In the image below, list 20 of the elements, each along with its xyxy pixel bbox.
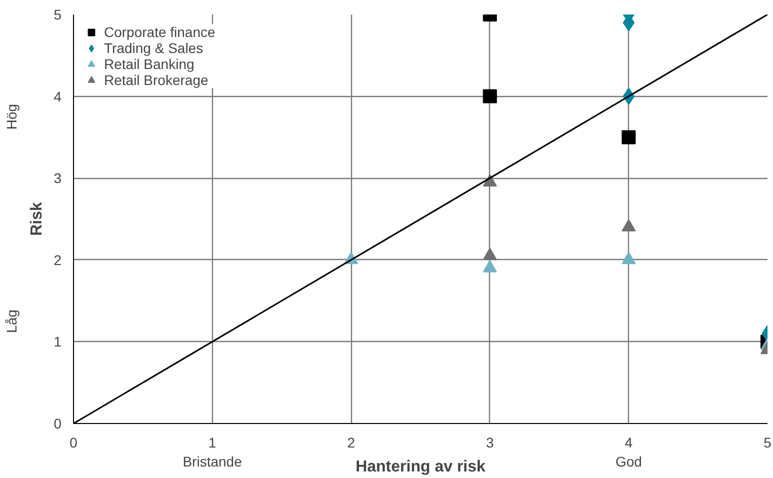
x-tick-label: 3 <box>486 434 494 450</box>
x-tick-label: 5 <box>764 434 772 450</box>
x-tick-label: 4 God <box>615 434 642 470</box>
legend-label: Retail Brokerage <box>104 72 208 88</box>
y-tick-label: 1 <box>54 334 62 350</box>
text: Hög <box>4 104 20 130</box>
y-tick-label: 3 <box>54 170 62 186</box>
x-tick-label: 2 <box>347 434 356 450</box>
y-tick-label: 5 <box>54 6 62 22</box>
x-axis-title: Hantering av risk <box>356 458 486 476</box>
legend-label: Retail Banking <box>104 56 194 72</box>
y-tick-label: 4 <box>54 88 62 104</box>
legend-label: Corporate finance <box>104 24 216 40</box>
legend-label: Trading & Sales <box>104 40 204 56</box>
y-axis-title: Risk <box>28 202 46 236</box>
y-tick-label: 2 <box>54 252 62 268</box>
text: Låg <box>4 310 20 333</box>
x-tick-label: 1 Bristande <box>182 434 242 470</box>
y-tick-label: 0 <box>54 416 62 432</box>
x-tick-label: 0 <box>70 434 78 450</box>
